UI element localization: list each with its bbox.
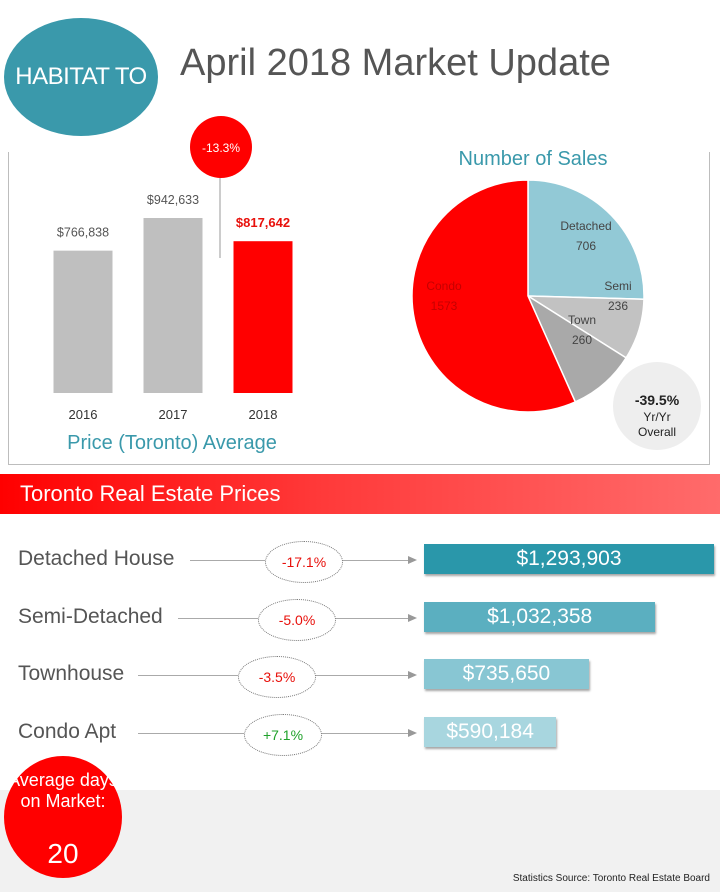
overall-change-label: Yr/Yr [643,410,670,424]
price-bar-2017 [143,218,203,393]
price-year-label: 2016 [69,407,98,422]
top-panel [8,152,710,465]
pie-slice-detached [527,179,645,300]
price-bar: $1,293,903 [424,544,714,574]
price-bar: $735,650 [424,659,589,689]
price-bar-label: $817,642 [236,215,290,230]
price-bar-label: $766,838 [57,226,109,240]
change-bubble: -5.0% [258,599,336,641]
pie-slice-condo [411,179,577,413]
price-bar-2016 [53,250,113,393]
price-year-label: 2018 [249,407,278,422]
price-bar-2018 [233,241,293,393]
change-bubble [190,116,252,178]
connector-line [341,560,410,561]
connector-line [334,618,410,619]
pie-value-label: 706 [576,239,596,253]
arrow-icon [408,614,417,622]
price-category-label: Detached House [18,547,175,570]
page-title: April 2018 Market Update [180,42,611,84]
price-category-label: Semi-Detached [18,605,163,628]
pie-value-label: 1573 [431,299,458,313]
prices-banner: Toronto Real Estate Prices [0,474,720,514]
banner-title: Toronto Real Estate Prices [20,481,281,506]
overall-change-badge [613,362,701,450]
pie-category-label: Semi [604,279,631,293]
change-bubble: -17.1% [265,541,343,583]
days-on-market-value: 20 [47,838,79,869]
connector-line [190,560,265,561]
arrow-icon [408,671,417,679]
price-category-label: Condo Apt [18,720,117,743]
connector-line [178,618,258,619]
sales-chart-title: Number of Sales [459,148,608,170]
price-bar: $590,184 [424,717,557,747]
arrow-icon [408,556,417,564]
price-bar: $1,032,358 [424,602,656,632]
pie-category-label: Town [568,313,596,327]
sales-pie-chart: Detached 706 Semi 236 Town 260 Condo 1573 Number… [411,148,701,450]
overall-change-label: Overall [638,425,676,439]
change-bubble: +7.1% [244,714,322,756]
overall-change-value: -39.5% [635,392,680,408]
change-bubble: -3.5% [238,656,316,698]
days-on-market-badge: Average days on Market: 20 [4,756,122,878]
connector-line [320,733,410,734]
logo-text: HABITAT TO [15,63,147,90]
logo: HABITAT TO [4,18,158,136]
connector-line [314,675,410,676]
change-bubble-label: -13.3% [202,141,240,155]
source-note: Statistics Source: Toronto Real Estate B… [512,873,710,884]
days-on-market-label: Average days on Market: [8,770,118,811]
price-chart-title: Price (Toronto) Average [67,432,277,454]
price-bar-chart: $766,838 2016 $942,633 2017 $817,642 2018 -13.… [53,116,293,454]
connector-line [138,733,244,734]
price-year-label: 2017 [159,407,188,422]
arrow-icon [408,729,417,737]
pie-value-label: 236 [608,299,628,313]
price-bar-label: $942,633 [147,193,199,207]
pie-category-label: Condo [426,279,462,293]
pie-value-label: 260 [572,333,592,347]
connector-line [138,675,238,676]
price-category-label: Townhouse [18,662,125,685]
pie-category-label: Detached [560,219,611,233]
